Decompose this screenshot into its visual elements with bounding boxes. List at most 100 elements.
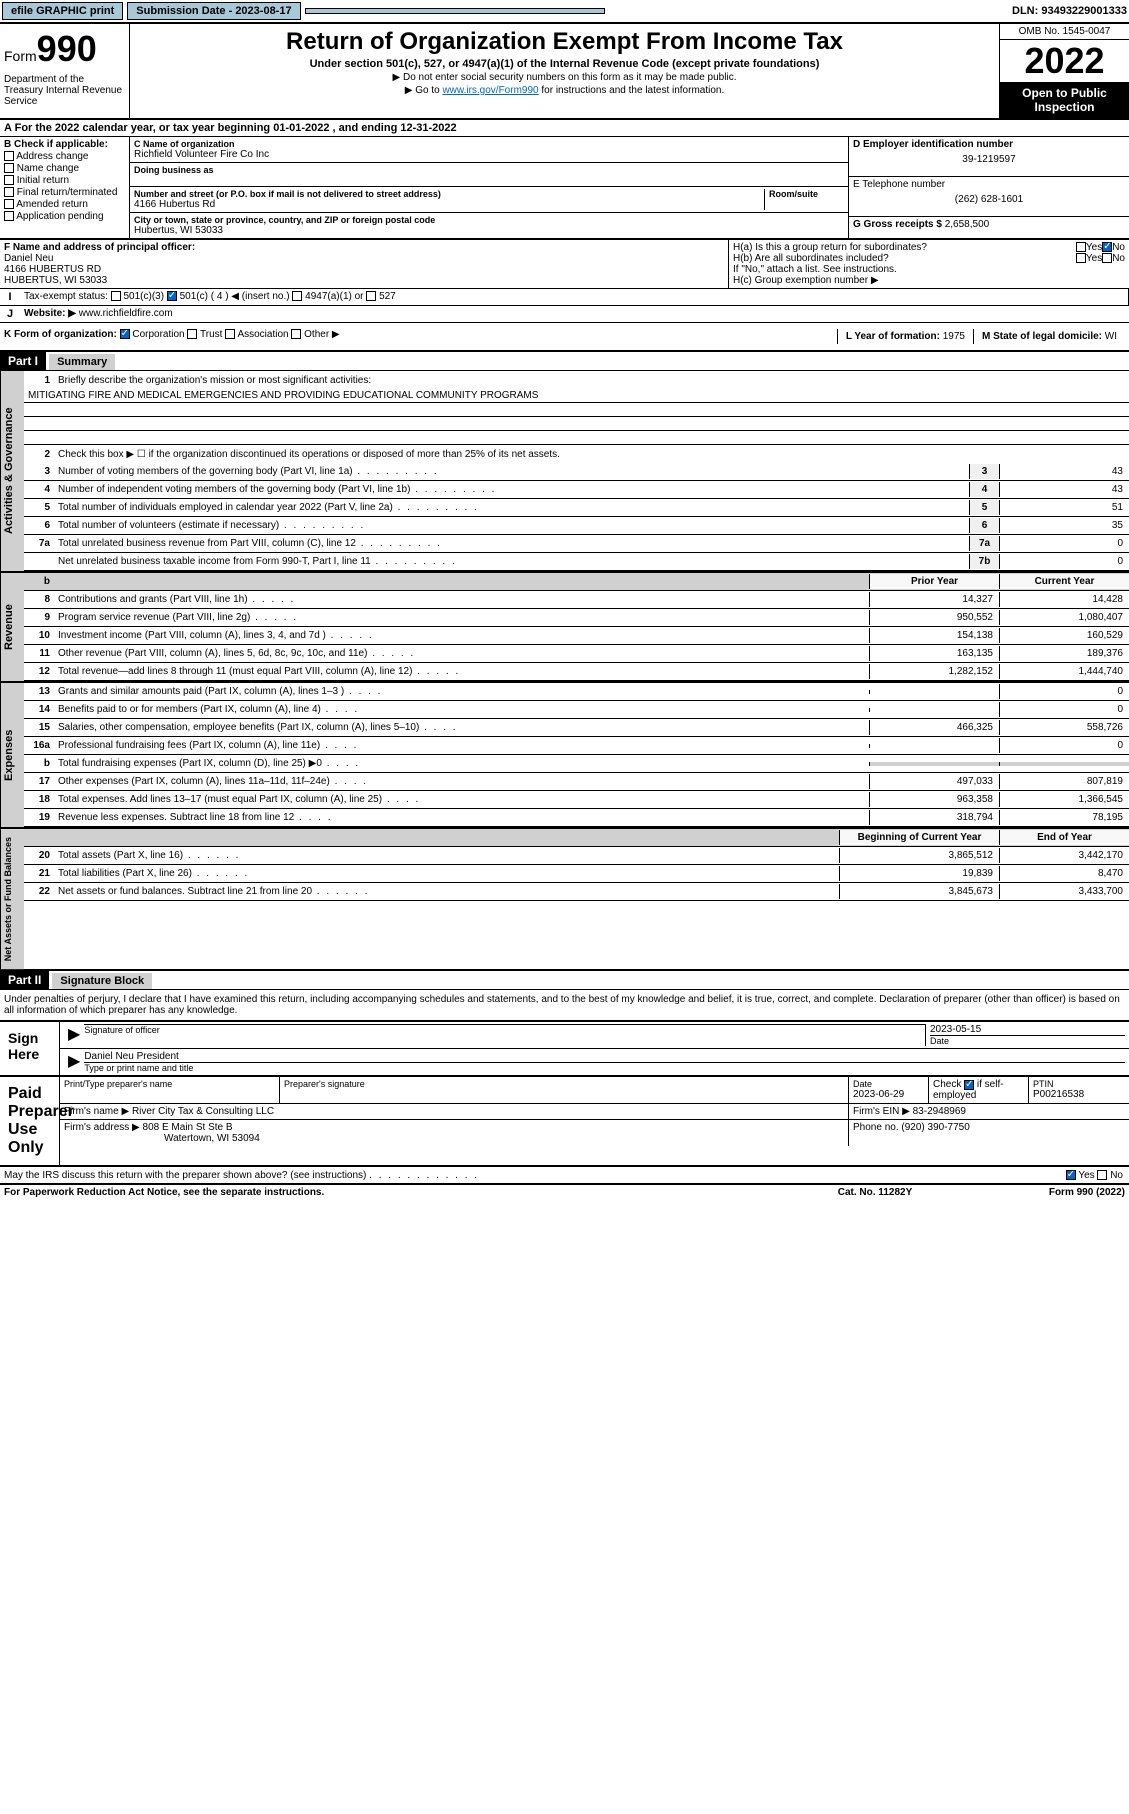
mission-text: MITIGATING FIRE AND MEDICAL EMERGENCIES … [24,389,1129,403]
hb-text: H(b) Are all subordinates included? [733,253,1076,264]
prior-val: 163,135 [869,646,999,661]
prep-date-label: Date [853,1079,924,1089]
activities-section: Activities & Governance 1 Briefly descri… [0,371,1129,573]
opt-527: 527 [379,291,396,302]
corp-checkbox[interactable] [120,329,130,339]
officer-addr1: 4166 HUBERTUS RD [4,264,724,275]
ha-yes-checkbox[interactable] [1076,242,1086,252]
527-checkbox[interactable] [366,291,376,301]
irs-link[interactable]: www.irs.gov/Form990 [442,85,538,96]
activity-line: 6 Total number of volunteers (estimate i… [24,517,1129,535]
hb-no-checkbox[interactable] [1102,253,1112,263]
box-h: H(a) Is this a group return for subordin… [729,240,1129,288]
vert-expenses: Expenses [0,683,24,827]
discuss-yes: Yes [1078,1170,1094,1181]
line-num: 19 [24,812,54,823]
part1-header-row: Part I Summary [0,352,1129,371]
form-prefix: Form [4,48,37,64]
year-cell: OMB No. 1545-0047 2022 Open to Public In… [999,24,1129,118]
prior-val: 963,358 [869,792,999,807]
website-label: Website: ▶ [24,308,76,319]
box-b-checkbox-4[interactable] [4,199,14,209]
discuss-yes-checkbox[interactable] [1066,1170,1076,1180]
end-val: 8,470 [999,866,1129,881]
state-domicile: WI [1105,331,1117,342]
addr-main: Number and street (or P.O. box if mail i… [134,189,764,210]
row-f-h: F Name and address of principal officer:… [0,240,1129,289]
footer-row: For Paperwork Reduction Act Notice, see … [0,1185,1129,1200]
submission-date-button[interactable]: Submission Date - 2023-08-17 [127,2,300,20]
city-cell: City or town, state or province, country… [130,213,848,238]
other-checkbox[interactable] [291,329,301,339]
hb-yes-checkbox[interactable] [1076,253,1086,263]
trust-checkbox[interactable] [187,329,197,339]
expense-line: 16a Professional fundraising fees (Part … [24,737,1129,755]
assoc-checkbox[interactable] [225,329,235,339]
phone-cell: E Telephone number (262) 628-1601 [849,177,1129,217]
expense-line: 18 Total expenses. Add lines 13–17 (must… [24,791,1129,809]
org-name: Richfield Volunteer Fire Co Inc [134,149,844,160]
dba-label: Doing business as [134,165,844,175]
line-num: 4 [24,484,54,495]
sig-officer-field: Signature of officer [84,1024,925,1046]
4947-checkbox[interactable] [292,291,302,301]
current-val: 1,444,740 [999,664,1129,679]
rev-b: b [24,576,54,587]
line-num: 7a [24,538,54,549]
box-b-checkbox-0[interactable] [4,151,14,161]
line-text: Salaries, other compensation, employee b… [54,722,869,733]
line-text: Total number of individuals employed in … [54,502,969,513]
501c3-checkbox[interactable] [111,291,121,301]
prior-year-header: Prior Year [869,574,999,589]
line-box: 5 [969,500,999,515]
prior-val: 950,552 [869,610,999,625]
box-b-checkbox-1[interactable] [4,163,14,173]
instruct-2: ▶ Go to www.irs.gov/Form990 for instruct… [134,85,995,96]
prior-val [869,690,999,694]
self-employed-checkbox[interactable] [964,1080,974,1090]
efile-print-button[interactable]: efile GRAPHIC print [2,2,123,20]
firm-phone-label: Phone no. [853,1122,899,1133]
box-b-item: Name change [4,163,125,174]
line-text: Revenue less expenses. Subtract line 18 … [54,812,869,823]
box-m: M State of legal domicile: WI [973,329,1125,344]
form-number-cell: Form990 Department of the Treasury Inter… [0,24,130,118]
vert-revenue: Revenue [0,573,24,681]
current-year-header: Current Year [999,574,1129,589]
box-b-checkbox-5[interactable] [4,211,14,221]
sig-arrow-2: ▶ [64,1051,84,1073]
line-val: 43 [999,464,1129,479]
prep-sig-cell: Preparer's signature [280,1077,849,1103]
instruct-2-pre: ▶ Go to [405,85,443,96]
box-l: L Year of formation: 1975 [837,329,973,344]
discuss-no: No [1110,1170,1123,1181]
room-suite: Room/suite [764,189,844,210]
line-text: Number of voting members of the governin… [54,466,969,477]
expense-line: b Total fundraising expenses (Part IX, c… [24,755,1129,773]
vert-activities: Activities & Governance [0,371,24,571]
revenue-line: 10 Investment income (Part VIII, column … [24,627,1129,645]
blank-button[interactable] [305,8,605,14]
line-num: 8 [24,594,54,605]
sig-arrow-1: ▶ [64,1024,84,1046]
firm-name-label: Firm's name ▶ [64,1106,129,1117]
prep-sig-label: Preparer's signature [284,1079,844,1089]
discuss-dots: . . . . . . . . . . . . [369,1170,479,1181]
discuss-no-checkbox[interactable] [1097,1170,1107,1180]
ha-no-checkbox[interactable] [1102,242,1112,252]
end-val: 3,442,170 [999,848,1129,863]
box-b-checkbox-2[interactable] [4,175,14,185]
box-b-checkbox-3[interactable] [4,187,14,197]
period-a: A [4,122,15,134]
prior-val: 154,138 [869,628,999,643]
website-value: www.richfieldfire.com [79,308,173,319]
line-box: 7b [969,554,999,569]
501c-checkbox[interactable] [167,291,177,301]
mission-blank-3 [24,431,1129,445]
box-b-item: Initial return [4,175,125,186]
expense-line: 14 Benefits paid to or for members (Part… [24,701,1129,719]
year-formation: 1975 [943,331,965,342]
activity-line: 7a Total unrelated business revenue from… [24,535,1129,553]
officer-addr2: HUBERTUS, WI 53033 [4,275,724,286]
prior-val: 1,282,152 [869,664,999,679]
